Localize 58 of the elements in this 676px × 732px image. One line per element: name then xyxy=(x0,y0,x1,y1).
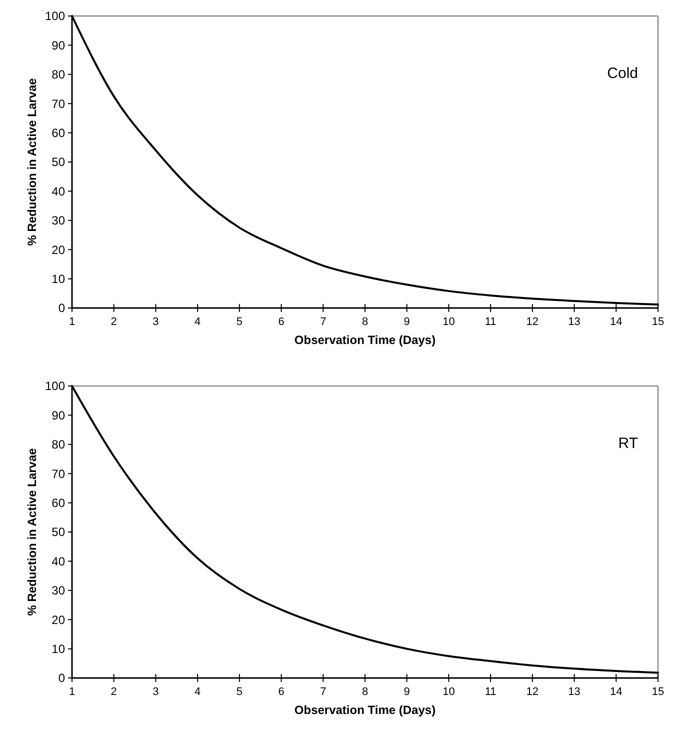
x-tick-label: 11 xyxy=(484,316,496,328)
x-tick-label: 6 xyxy=(278,316,284,328)
annotation: Cold xyxy=(607,65,638,82)
x-tick-label: 15 xyxy=(652,316,664,328)
y-tick-label: 10 xyxy=(52,642,66,656)
y-tick-label: 20 xyxy=(52,242,66,257)
y-tick-label: 30 xyxy=(52,214,66,228)
x-tick-label: 3 xyxy=(152,316,159,328)
y-tick-label: 30 xyxy=(52,584,66,598)
x-tick-label: 10 xyxy=(442,686,455,698)
x-tick-label: 15 xyxy=(652,686,664,698)
y-tick-label: 60 xyxy=(52,496,66,510)
x-tick-label: 5 xyxy=(236,316,242,328)
y-tick-label: 40 xyxy=(52,184,66,198)
x-tick-label: 8 xyxy=(362,316,368,328)
y-tick-label: 20 xyxy=(52,612,66,627)
x-tick-label: 4 xyxy=(194,316,201,328)
x-tick-label: 9 xyxy=(404,316,410,328)
x-tick-label: 1 xyxy=(68,686,76,698)
x-tick-label: 12 xyxy=(526,316,539,328)
x-tick-label: 2 xyxy=(110,686,117,698)
x-tick-label: 5 xyxy=(236,686,242,698)
x-tick-label: 14 xyxy=(610,686,622,698)
x-tick-label: 13 xyxy=(568,686,580,698)
x-tick-label: 11 xyxy=(484,686,496,698)
y-tick-label: 60 xyxy=(52,126,66,140)
y-axis-title: % Reduction in Active Larvae xyxy=(25,78,39,246)
y-tick-label: 70 xyxy=(52,96,66,111)
y-tick-label: 100 xyxy=(44,9,66,24)
y-tick-label: 90 xyxy=(52,38,66,52)
y-tick-label: 50 xyxy=(52,155,66,170)
x-tick-label: 7 xyxy=(320,686,326,698)
annotation: RT xyxy=(618,435,638,452)
y-tick-label: 50 xyxy=(52,525,66,540)
x-tick-label: 7 xyxy=(320,316,326,328)
y-tick-label: 100 xyxy=(44,379,66,394)
x-tick-label: 9 xyxy=(404,686,410,698)
x-tick-label: 1 xyxy=(68,316,76,328)
x-axis-title: Observation Time (Days) xyxy=(294,333,436,347)
y-tick-label: 0 xyxy=(58,671,66,686)
x-tick-label: 6 xyxy=(278,686,284,698)
y-tick-label: 10 xyxy=(52,272,66,286)
x-tick-label: 13 xyxy=(568,316,580,328)
y-tick-label: 80 xyxy=(52,438,66,452)
y-tick-label: 80 xyxy=(52,68,66,82)
x-tick-label: 12 xyxy=(526,686,539,698)
y-tick-label: 0 xyxy=(58,301,66,316)
x-tick-label: 3 xyxy=(152,686,159,698)
x-axis-title: Observation Time (Days) xyxy=(294,703,436,717)
y-axis-title: % Reduction in Active Larvae xyxy=(25,448,39,616)
x-tick-label: 8 xyxy=(362,686,368,698)
y-tick-label: 40 xyxy=(52,554,66,568)
y-tick-label: 90 xyxy=(52,408,66,422)
x-tick-label: 14 xyxy=(610,316,622,328)
y-tick-label: 70 xyxy=(52,466,66,481)
x-tick-label: 10 xyxy=(442,316,455,328)
x-tick-label: 2 xyxy=(110,316,117,328)
x-tick-label: 4 xyxy=(194,686,201,698)
